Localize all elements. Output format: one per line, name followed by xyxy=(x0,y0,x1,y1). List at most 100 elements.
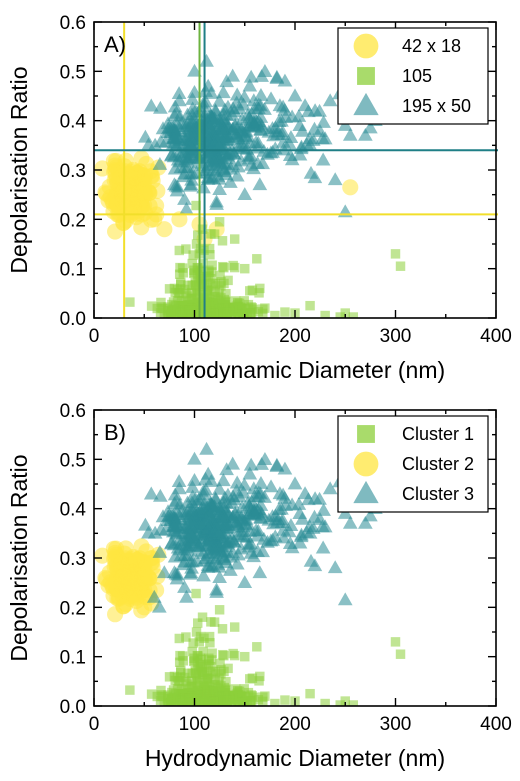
y-tick-label: 0.3 xyxy=(60,549,86,570)
data-point xyxy=(187,646,197,657)
data-point xyxy=(170,525,186,539)
data-point xyxy=(193,674,203,684)
data-point xyxy=(214,303,224,314)
data-point xyxy=(327,172,343,186)
data-point xyxy=(186,681,196,692)
data-point xyxy=(363,120,378,134)
data-point xyxy=(128,551,145,568)
data-point xyxy=(335,312,345,318)
data-point xyxy=(229,483,245,497)
legend-label: 105 xyxy=(402,66,432,86)
y-tick-label: 0.2 xyxy=(60,598,86,619)
data-point xyxy=(229,168,245,182)
data-point xyxy=(125,297,135,307)
data-point xyxy=(287,88,303,102)
data-point xyxy=(190,667,201,678)
data-point xyxy=(277,73,293,87)
data-point xyxy=(247,691,257,701)
data-point xyxy=(287,476,303,490)
data-point xyxy=(212,182,227,196)
data-point xyxy=(395,261,406,271)
data-point xyxy=(260,303,270,313)
data-point xyxy=(217,550,232,564)
y-tick-label: 0.3 xyxy=(60,161,86,182)
x-tick-label: 100 xyxy=(179,326,211,347)
data-point xyxy=(160,504,176,518)
data-point xyxy=(193,618,203,628)
data-point xyxy=(197,667,208,677)
data-point xyxy=(184,529,200,543)
data-point xyxy=(363,508,378,522)
legend: 42 x 18 105 195 x 50 xyxy=(337,27,489,125)
data-point xyxy=(253,476,269,489)
plot-area xyxy=(94,53,406,318)
data-point xyxy=(335,700,345,706)
data-point xyxy=(177,696,187,706)
legend-label: Cluster 2 xyxy=(402,454,474,474)
data-point xyxy=(146,589,162,603)
data-point xyxy=(297,98,313,112)
data-point xyxy=(229,262,240,273)
data-point xyxy=(247,303,257,313)
data-point xyxy=(158,522,174,536)
panel-label: B) xyxy=(104,420,126,445)
data-point xyxy=(204,265,214,275)
data-point xyxy=(218,535,233,549)
x-axis-title: Hydrodynamic Diameter (nm) xyxy=(145,357,445,383)
data-point xyxy=(188,299,199,310)
x-tick-label: 0 xyxy=(89,326,100,347)
y-tick-label: 0.4 xyxy=(60,112,87,133)
data-point xyxy=(159,699,170,706)
data-point xyxy=(197,612,208,622)
series-42-x-18 xyxy=(94,150,359,248)
data-point xyxy=(209,229,220,239)
data-point xyxy=(187,63,202,77)
data-point xyxy=(221,685,231,696)
data-point xyxy=(342,179,359,196)
data-point xyxy=(229,650,240,661)
data-point xyxy=(180,512,196,526)
data-point xyxy=(250,135,266,149)
data-point xyxy=(229,475,245,489)
x-tick-label: 400 xyxy=(480,714,512,735)
data-point xyxy=(205,638,215,648)
data-point xyxy=(221,297,231,308)
data-point xyxy=(153,488,168,502)
data-point xyxy=(258,696,268,706)
data-point xyxy=(254,457,269,470)
data-point xyxy=(172,481,187,495)
data-point xyxy=(252,642,262,652)
data-point xyxy=(214,691,224,702)
data-point xyxy=(122,590,139,607)
legend-label: 195 x 50 xyxy=(402,96,471,116)
data-point xyxy=(174,245,185,256)
data-point xyxy=(254,69,269,82)
y-tick-label: 0.1 xyxy=(60,260,86,281)
data-point xyxy=(224,531,240,545)
data-point xyxy=(292,147,308,161)
data-point xyxy=(217,236,228,246)
data-point xyxy=(146,689,157,699)
data-point xyxy=(204,243,215,254)
data-point xyxy=(213,121,229,135)
x-axis-title: Hydrodynamic Diameter (nm) xyxy=(145,745,445,771)
data-point xyxy=(322,93,338,107)
data-point xyxy=(169,671,180,682)
data-point xyxy=(253,109,269,123)
data-point xyxy=(196,568,211,582)
data-point xyxy=(167,177,182,191)
data-point xyxy=(263,91,279,105)
data-point xyxy=(206,550,222,564)
data-point xyxy=(185,693,195,703)
data-point xyxy=(216,669,226,679)
data-point xyxy=(187,472,202,486)
data-point xyxy=(228,507,243,521)
data-point xyxy=(152,157,168,170)
data-point xyxy=(107,167,125,184)
data-point xyxy=(234,686,245,697)
data-point xyxy=(212,570,227,584)
data-point xyxy=(202,300,212,310)
data-point xyxy=(153,100,168,114)
data-point xyxy=(188,491,203,505)
data-point xyxy=(215,658,225,669)
